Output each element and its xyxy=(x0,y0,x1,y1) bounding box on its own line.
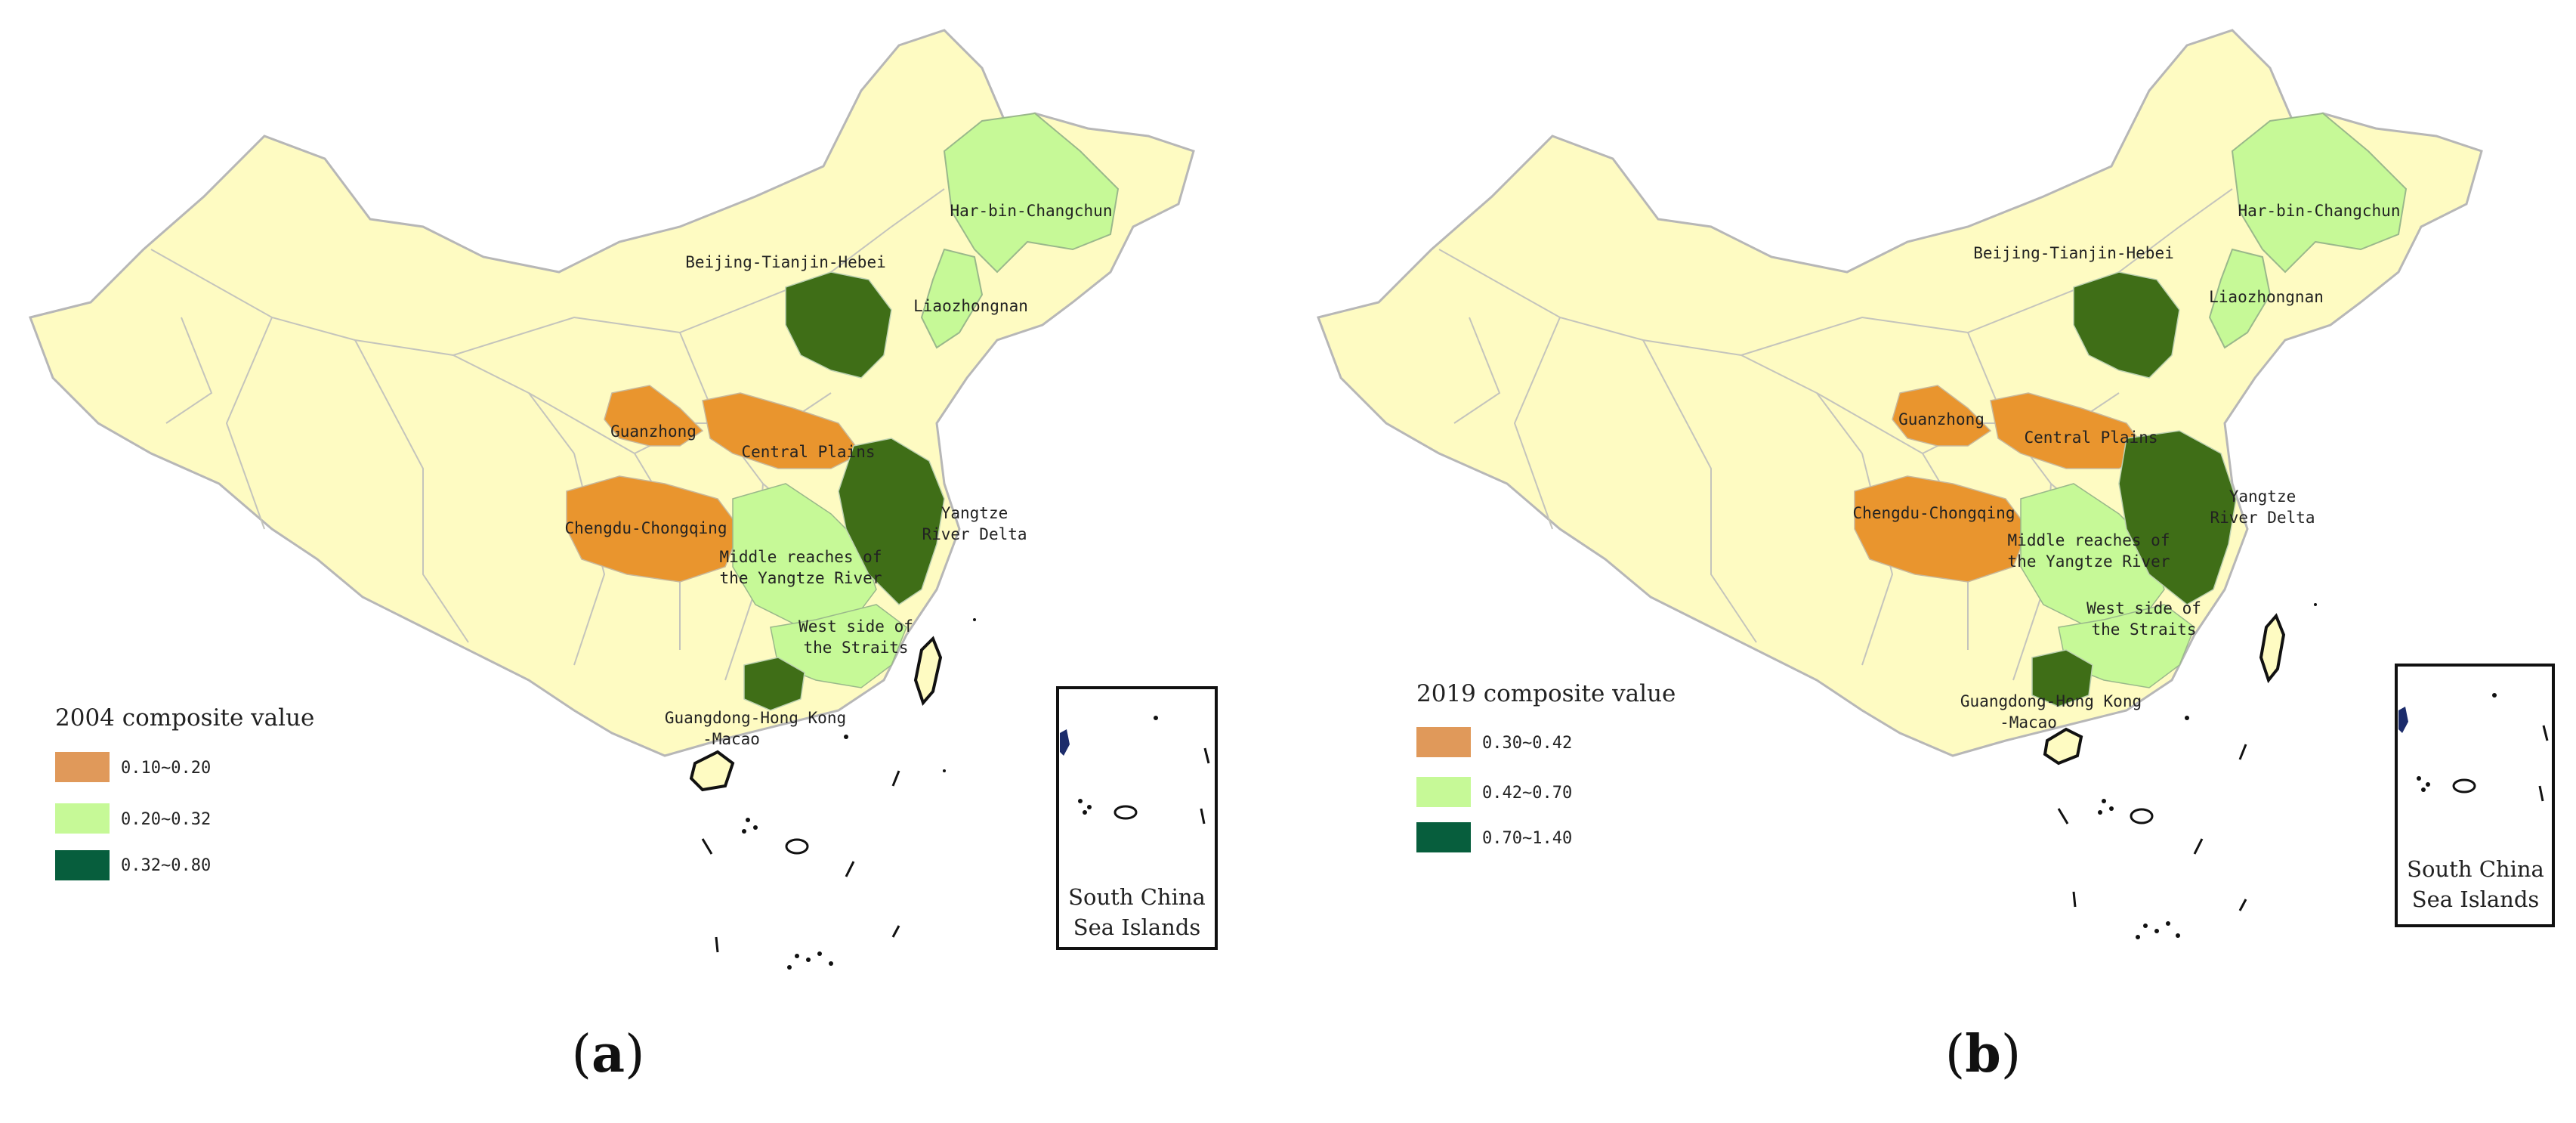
label-central-plains: Central Plains xyxy=(741,443,875,461)
label-yangtze-2: River Delta xyxy=(2210,509,2315,527)
label-liaozhongnan: Liaozhongnan xyxy=(913,297,1028,315)
legend: 2019 composite value 0.30~0.42 0.42~0.70… xyxy=(1416,680,1676,852)
region-chengdu-chongqing xyxy=(566,475,741,583)
legend-swatch-mid xyxy=(1416,777,1471,807)
legend-label-mid: 0.42~0.70 xyxy=(1482,784,1572,803)
legend: 2004 composite value 0.10~0.20 0.20~0.32… xyxy=(55,704,314,880)
label-guangdong-1: Guangdong-Hong Kong xyxy=(665,709,846,727)
china-map-b: Har-bin-Changchun Beijing-Tianjin-Hebei … xyxy=(1317,29,2555,939)
region-guanzhong xyxy=(604,385,704,447)
region-middle-reaches xyxy=(732,483,877,628)
scattered-islands xyxy=(2098,603,2317,939)
inset-label-2: Sea Islands xyxy=(1073,914,1201,940)
label-middle-reaches-1: Middle reaches of xyxy=(2008,531,2170,549)
inset-label-2: Sea Islands xyxy=(2412,886,2540,912)
legend-swatch-low xyxy=(55,752,110,782)
caption-open: ( xyxy=(571,1025,591,1084)
inset-label-1: South China xyxy=(1068,884,1206,910)
taiwan-island xyxy=(2259,613,2286,684)
caption-open: ( xyxy=(1944,1025,1966,1084)
scattered-islands xyxy=(742,618,976,970)
caption-b: (b) xyxy=(1907,1024,2059,1084)
label-harbin: Har-bin-Changchun xyxy=(950,202,1113,220)
label-guanzhong: Guanzhong xyxy=(1898,410,1985,428)
hainan-island xyxy=(2043,727,2083,766)
legend-label-low: 0.30~0.42 xyxy=(1482,734,1572,753)
label-guangdong-1: Guangdong-Hong Kong xyxy=(1960,692,2142,710)
caption-close: ) xyxy=(2000,1025,2022,1084)
china-map-a: Har-bin-Changchun Beijing-Tianjin-Hebei … xyxy=(29,29,1218,970)
label-middle-reaches-1: Middle reaches of xyxy=(720,548,882,566)
label-central-plains: Central Plains xyxy=(2024,428,2157,447)
label-west-strait-1: West side of xyxy=(798,617,913,636)
inset-label-1: South China xyxy=(2407,856,2544,882)
label-west-strait-2: the Straits xyxy=(803,639,908,657)
label-west-strait-1: West side of xyxy=(2086,599,2201,617)
legend-title: 2004 composite value xyxy=(55,704,314,732)
legend-swatch-mid xyxy=(55,803,110,834)
caption-close: ) xyxy=(625,1025,645,1084)
label-chengdu: Chengdu-Chongqing xyxy=(565,519,727,537)
legend-swatch-low xyxy=(1416,727,1471,757)
label-yangtze-1: Yangtze xyxy=(941,504,1008,522)
label-west-strait-2: the Straits xyxy=(2091,620,2196,639)
caption-a: (a) xyxy=(533,1024,684,1084)
label-yangtze-2: River Delta xyxy=(922,525,1027,543)
map-panel-b: Har-bin-Changchun Beijing-Tianjin-Hebei … xyxy=(1288,0,2576,1123)
inset-south-china-sea: South China Sea Islands xyxy=(2395,664,2555,927)
region-guangdong xyxy=(2031,649,2093,707)
label-harbin: Har-bin-Changchun xyxy=(2238,202,2401,220)
region-beijing-tianjin-hebei xyxy=(2073,271,2180,379)
label-middle-reaches-2: the Yangtze River xyxy=(2008,552,2170,571)
legend-label-high: 0.32~0.80 xyxy=(121,856,211,875)
caption-letter: a xyxy=(591,1024,625,1084)
dash-lines xyxy=(2057,744,2247,911)
region-liaozhongnan xyxy=(920,248,984,349)
label-yangtze-1: Yangtze xyxy=(2229,487,2296,506)
region-yangtze-delta xyxy=(838,438,945,605)
region-guanzhong xyxy=(1892,385,1992,447)
label-chengdu: Chengdu-Chongqing xyxy=(1853,504,2015,522)
region-chengdu-chongqing xyxy=(1854,475,2029,583)
caption-letter: b xyxy=(1965,1024,2001,1084)
legend-title: 2019 composite value xyxy=(1416,680,1676,707)
dash-lines xyxy=(701,770,900,953)
legend-label-mid: 0.20~0.32 xyxy=(121,810,211,829)
legend-swatch-high xyxy=(1416,822,1471,852)
label-guangdong-2: -Macao xyxy=(703,730,760,748)
region-middle-reaches xyxy=(2020,483,2165,628)
region-beijing-tianjin-hebei xyxy=(785,271,892,379)
region-liaozhongnan xyxy=(2208,248,2272,349)
region-central-plains xyxy=(702,392,863,469)
region-guangdong xyxy=(743,657,805,711)
inset-south-china-sea: South China Sea Islands xyxy=(1056,686,1218,950)
map-panel-a: Har-bin-Changchun Beijing-Tianjin-Hebei … xyxy=(29,29,1218,1084)
legend-swatch-high xyxy=(55,850,110,880)
legend-label-high: 0.70~1.40 xyxy=(1482,829,1572,848)
region-yangtze-delta xyxy=(2118,430,2237,605)
label-middle-reaches-2: the Yangtze River xyxy=(720,569,882,587)
taiwan-island xyxy=(913,636,943,706)
region-harbin-changchun xyxy=(2231,112,2408,274)
label-guangdong-2: -Macao xyxy=(2000,713,2057,732)
label-liaozhongnan: Liaozhongnan xyxy=(2209,288,2324,306)
label-beijing: Beijing-Tianjin-Hebei xyxy=(1973,244,2174,262)
legend-label-low: 0.10~0.20 xyxy=(121,759,211,778)
label-guanzhong: Guanzhong xyxy=(610,422,697,441)
region-harbin-changchun xyxy=(943,112,1120,274)
label-beijing: Beijing-Tianjin-Hebei xyxy=(685,253,886,271)
hainan-island xyxy=(689,750,735,792)
